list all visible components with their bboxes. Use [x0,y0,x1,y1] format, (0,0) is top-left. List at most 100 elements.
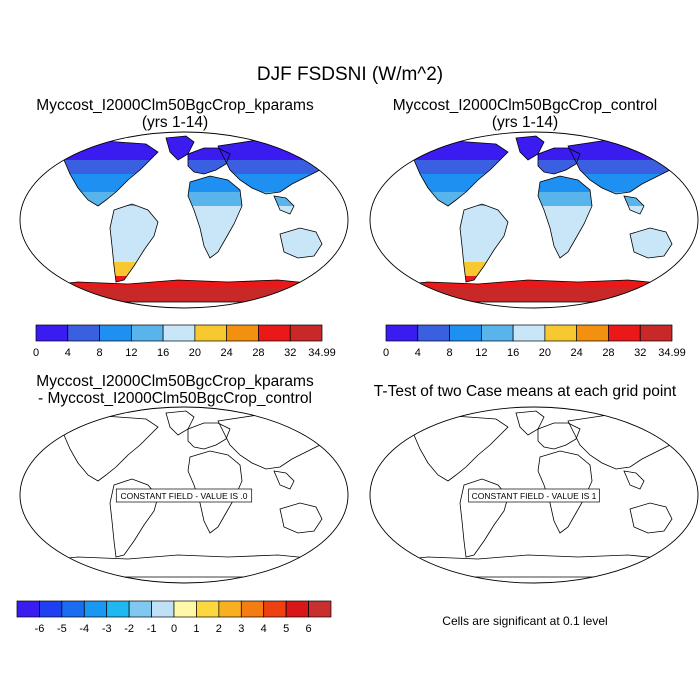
coastline-namerica [59,414,159,482]
colorbar-tick-label: 28 [602,347,614,359]
colorbar-tick-label: 0 [383,347,389,359]
colorbar-tick-label: 5 [283,623,289,635]
colorbar-swatch [16,600,40,618]
coastlines [37,410,337,578]
colorbar-tick-label: 0 [33,347,39,359]
coastline-australia [629,227,673,259]
colorbar-tick-label: 6 [306,623,312,635]
map-frame [19,131,349,309]
colorbar-tick-label: -6 [35,623,45,635]
colorbar-swatch [35,324,69,342]
colorbar-swatch [385,324,419,342]
colorbar-tick-label: -5 [57,623,67,635]
colorbar-swatch [99,324,132,342]
panel-3-title: Myccost_I2000Clm50BgcCrop_kparams - Mycc… [10,373,340,407]
coastline-australia [629,502,673,534]
colorbar-tick-label: 4 [65,347,71,359]
colorbar-tick-label: 12 [125,347,137,359]
colorbar-tick-label: 32 [284,347,296,359]
colorbar-swatch [289,324,323,342]
constant-field-box [468,488,600,503]
colorbar-tick-label: 16 [157,347,169,359]
colorbar-swatch [417,324,450,342]
coastline-africa [187,450,243,534]
coastline-australia [279,502,323,534]
colorbar-swatch [512,324,546,342]
colorbar-tick-label: -3 [102,623,112,635]
colorbar-tick-label: 28 [252,347,264,359]
coastline-antarctica [387,279,687,303]
coastline-namerica [409,139,509,207]
coastline-africa [537,175,593,259]
colorbar-tick-label: 16 [507,347,519,359]
coastline-europe [187,147,231,175]
colorbar-swatch [608,324,641,342]
colorbar-tick-label: 4 [261,623,267,635]
map-frame [369,406,699,584]
colorbar-tick-label: 1 [193,623,199,635]
map-ttest: CONSTANT FIELD - VALUE IS 1 [369,406,699,584]
colorbar-tick-label: 24 [571,347,583,359]
coastline-namerica [59,139,159,207]
colorbar-tick-label: 34.99 [658,347,686,359]
colorbar-swatch [639,324,673,342]
panel-4-title: T-Test of two Case means at each grid po… [373,383,677,400]
panel-1-title: Myccost_I2000Clm50BgcCrop_kparams (yrs 1… [10,97,340,131]
colorbar-swatch [258,324,291,342]
coastline-antarctica [37,279,337,303]
colorbar-swatch [130,324,164,342]
colorbar-swatch [196,600,220,618]
colorbar-tick-label: -2 [124,623,134,635]
colorbar-tick-label: 3 [238,623,244,635]
panel-1-title-line2: (yrs 1-14) [141,114,209,131]
panel-2-title: Myccost_I2000Clm50BgcCrop_control (yrs 1… [360,97,690,131]
coastline-antarctica [387,554,687,578]
coastlines [387,135,687,303]
coastline-namerica [409,414,509,482]
coastline-africa [187,175,243,259]
coastline-europe [187,422,231,450]
colorbar-swatch [106,600,130,618]
constant-field-label: CONSTANT FIELD - VALUE IS 1 [472,491,597,501]
colorbar-swatch [226,324,259,342]
panel-2-title-line1: Myccost_I2000Clm50BgcCrop_control [392,97,658,114]
colorbar-swatch [480,324,514,342]
coastline-samerica [109,478,159,558]
coastline-australia [279,227,323,259]
map-frame [19,406,349,584]
colorbar-tick-label: -4 [79,623,89,635]
colorbar-swatch [173,600,197,618]
panel-3-title-line2: - Myccost_I2000Clm50BgcCrop_control [38,390,312,407]
colorbar-difference: -6 -5 -4 -3 -2 -1 0 1 2 3 4 5 6 [16,600,332,635]
colorbar-swatch [449,324,482,342]
significance-footnote: Cells are significant at 0.1 level [442,614,608,628]
coastline-europe [537,422,581,450]
constant-field-label: CONSTANT FIELD - VALUE IS .0 [120,491,247,501]
colorbar-tick-label: 4 [415,347,421,359]
coastline-seasia [273,470,295,490]
coastline-antarctica [37,554,337,578]
colorbar-tick-label: -1 [147,623,157,635]
colorbar-swatch [218,600,242,618]
colorbar-swatch [162,324,196,342]
colorbar-tick-label: 2 [216,623,222,635]
colorbar-swatch [308,600,332,618]
colorbar-tick-label: 12 [475,347,487,359]
panel-1-title-line1: Myccost_I2000Clm50BgcCrop_kparams [36,97,314,114]
coastline-samerica [459,203,509,283]
coastline-seasia [623,195,645,215]
coastlines [37,135,337,303]
colorbar-control: 0 4 8 12 16 20 24 28 32 34.99 [383,324,686,359]
coastline-seasia [623,470,645,490]
colorbar-tick-label: 20 [539,347,551,359]
map-difference: CONSTANT FIELD - VALUE IS .0 [19,406,349,584]
colorbar-tick-label: 8 [446,347,452,359]
coastline-africa [537,450,593,534]
colorbar-swatch [544,324,578,342]
coastline-samerica [459,478,509,558]
colorbar-swatch [194,324,228,342]
coastline-samerica [109,203,159,283]
map-frame [369,131,699,309]
colorbar-swatch [83,600,108,618]
panel-3-title-line1: Myccost_I2000Clm50BgcCrop_kparams [36,373,314,390]
